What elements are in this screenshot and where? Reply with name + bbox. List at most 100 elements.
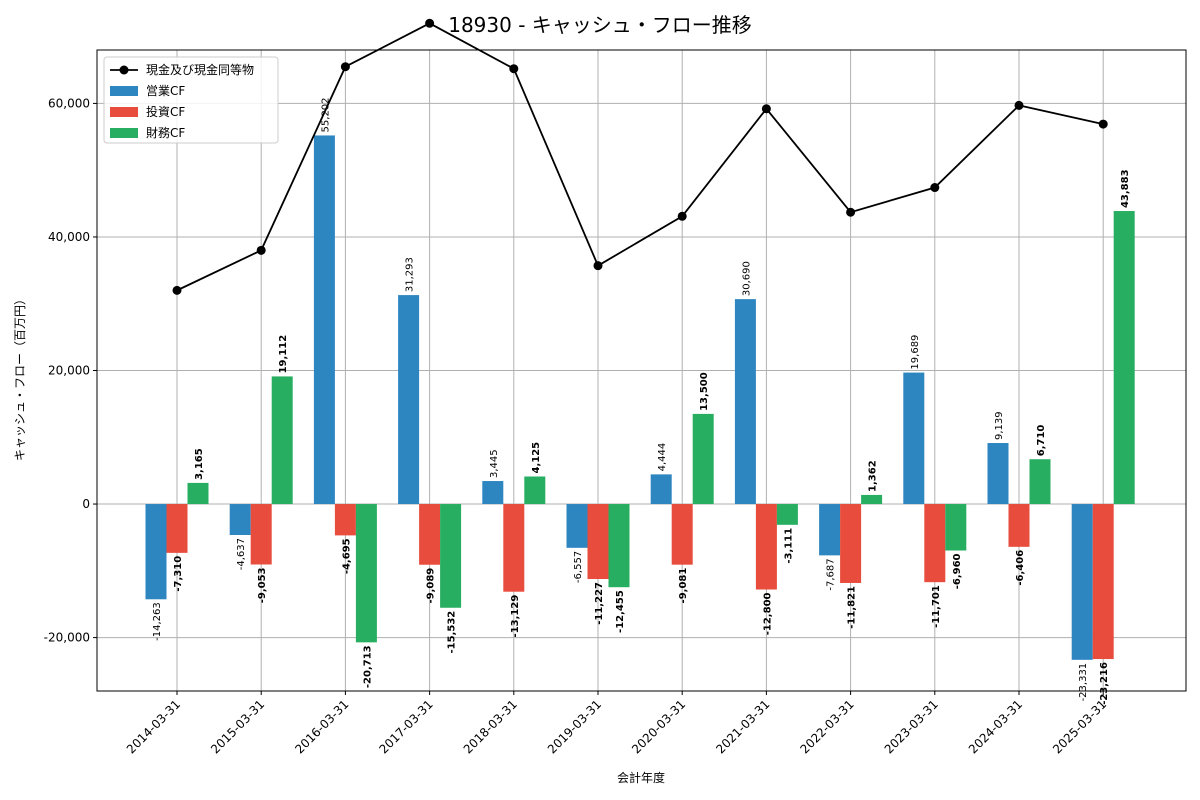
bar [355, 504, 377, 643]
y-tick-label: -20,000 [44, 631, 90, 645]
bar [524, 476, 546, 505]
legend-swatch [110, 107, 138, 117]
bar [671, 504, 693, 565]
cash-point [761, 104, 771, 114]
bar [250, 504, 272, 565]
bar [1071, 504, 1093, 660]
data-label: -9,081 [678, 568, 689, 604]
data-label: -11,701 [931, 585, 942, 628]
bar [987, 443, 1009, 505]
bar [924, 504, 946, 583]
cash-point [1014, 100, 1024, 110]
data-label: -6,406 [1015, 550, 1026, 586]
data-label: -6,557 [573, 551, 584, 583]
legend-label: 投資CF [146, 104, 185, 119]
data-label: -9,089 [426, 568, 437, 604]
bar [692, 413, 714, 505]
bar [819, 504, 841, 556]
x-tick-label: 2025-03-31 [1050, 697, 1109, 756]
data-label: 31,293 [405, 257, 416, 292]
bar [440, 504, 462, 608]
bar [650, 474, 672, 505]
bar [861, 494, 883, 505]
x-tick-label: 2023-03-31 [882, 697, 941, 756]
data-label: -20,713 [362, 645, 373, 688]
bar-value-labels: -14,263 -4,637 55,202 31,293 3,445 -6,557 4,44… [152, 97, 1131, 704]
data-label: -23,216 [1099, 662, 1110, 705]
bar [566, 504, 588, 548]
x-tick-label: 2014-03-31 [124, 697, 183, 756]
bar [313, 135, 335, 505]
bar [334, 504, 356, 536]
data-label: -3,111 [783, 528, 794, 564]
data-label: -6,960 [952, 553, 963, 589]
bar [755, 504, 777, 590]
bar [145, 504, 167, 600]
data-label: 55,202 [320, 97, 331, 132]
cash-point [677, 211, 687, 221]
y-tick-label: 60,000 [48, 96, 90, 110]
legend-box [103, 56, 279, 144]
y-axis-ticks: -20,000 0 20,000 40,000 60,000 [44, 96, 97, 645]
data-label: -11,821 [847, 586, 858, 629]
data-label: 6,710 [1036, 425, 1047, 457]
y-axis-label: キャッシュ・フロー（百万円） [13, 293, 27, 461]
bar [166, 504, 188, 553]
cash-point [425, 18, 435, 28]
data-label: 13,500 [699, 372, 710, 411]
cash-point [509, 64, 519, 74]
data-label: -14,263 [152, 602, 163, 641]
bar [398, 295, 420, 505]
bar [1113, 211, 1135, 505]
cash-point [930, 183, 940, 193]
bar [776, 504, 798, 525]
x-tick-label: 2024-03-31 [966, 697, 1025, 756]
data-label: 19,112 [278, 335, 289, 374]
cash-point [256, 245, 266, 255]
bar-series [145, 135, 1135, 660]
x-axis-label: 会計年度 [617, 770, 665, 785]
x-tick-label: 2020-03-31 [629, 697, 688, 756]
y-tick-label: 40,000 [48, 230, 90, 244]
data-label: -7,310 [173, 556, 184, 592]
x-tick-label: 2017-03-31 [377, 697, 436, 756]
legend-swatch [110, 128, 138, 138]
x-tick-label: 2022-03-31 [798, 697, 857, 756]
cash-line-series [172, 18, 1108, 295]
bar [503, 504, 525, 592]
legend-label: 現金及び現金同等物 [146, 62, 254, 77]
data-label: -13,129 [510, 595, 521, 638]
bar [840, 504, 862, 583]
data-label: 4,444 [657, 443, 668, 472]
data-label: 1,362 [868, 460, 879, 492]
data-label: 43,883 [1120, 169, 1131, 208]
data-label: 3,445 [489, 449, 500, 478]
bar [271, 376, 293, 505]
cash-point [340, 62, 350, 72]
y-tick-label: 0 [82, 497, 90, 511]
bar [1008, 504, 1030, 547]
legend-swatch [110, 86, 138, 96]
data-label: -4,637 [236, 538, 247, 570]
legend-label: 営業CF [146, 84, 185, 98]
x-tick-label: 2016-03-31 [292, 697, 351, 756]
data-label: -15,532 [447, 611, 458, 654]
bar [187, 482, 209, 505]
bar [608, 504, 630, 588]
bar [587, 504, 609, 580]
x-tick-label: 2018-03-31 [461, 697, 520, 756]
y-tick-label: 20,000 [48, 364, 90, 378]
cash-point [172, 285, 182, 295]
data-label: 3,165 [194, 448, 205, 480]
bar [229, 504, 251, 536]
bar [1092, 504, 1114, 660]
bar [945, 504, 967, 551]
data-label: -12,800 [762, 592, 773, 635]
x-tick-label: 2015-03-31 [208, 697, 267, 756]
cash-point [846, 207, 856, 217]
data-label: -12,455 [615, 590, 626, 633]
legend-marker [119, 65, 129, 75]
bar [903, 372, 925, 505]
x-axis-ticks: 2014-03-31 2015-03-31 2016-03-31 2017-03-31… [124, 691, 1109, 756]
